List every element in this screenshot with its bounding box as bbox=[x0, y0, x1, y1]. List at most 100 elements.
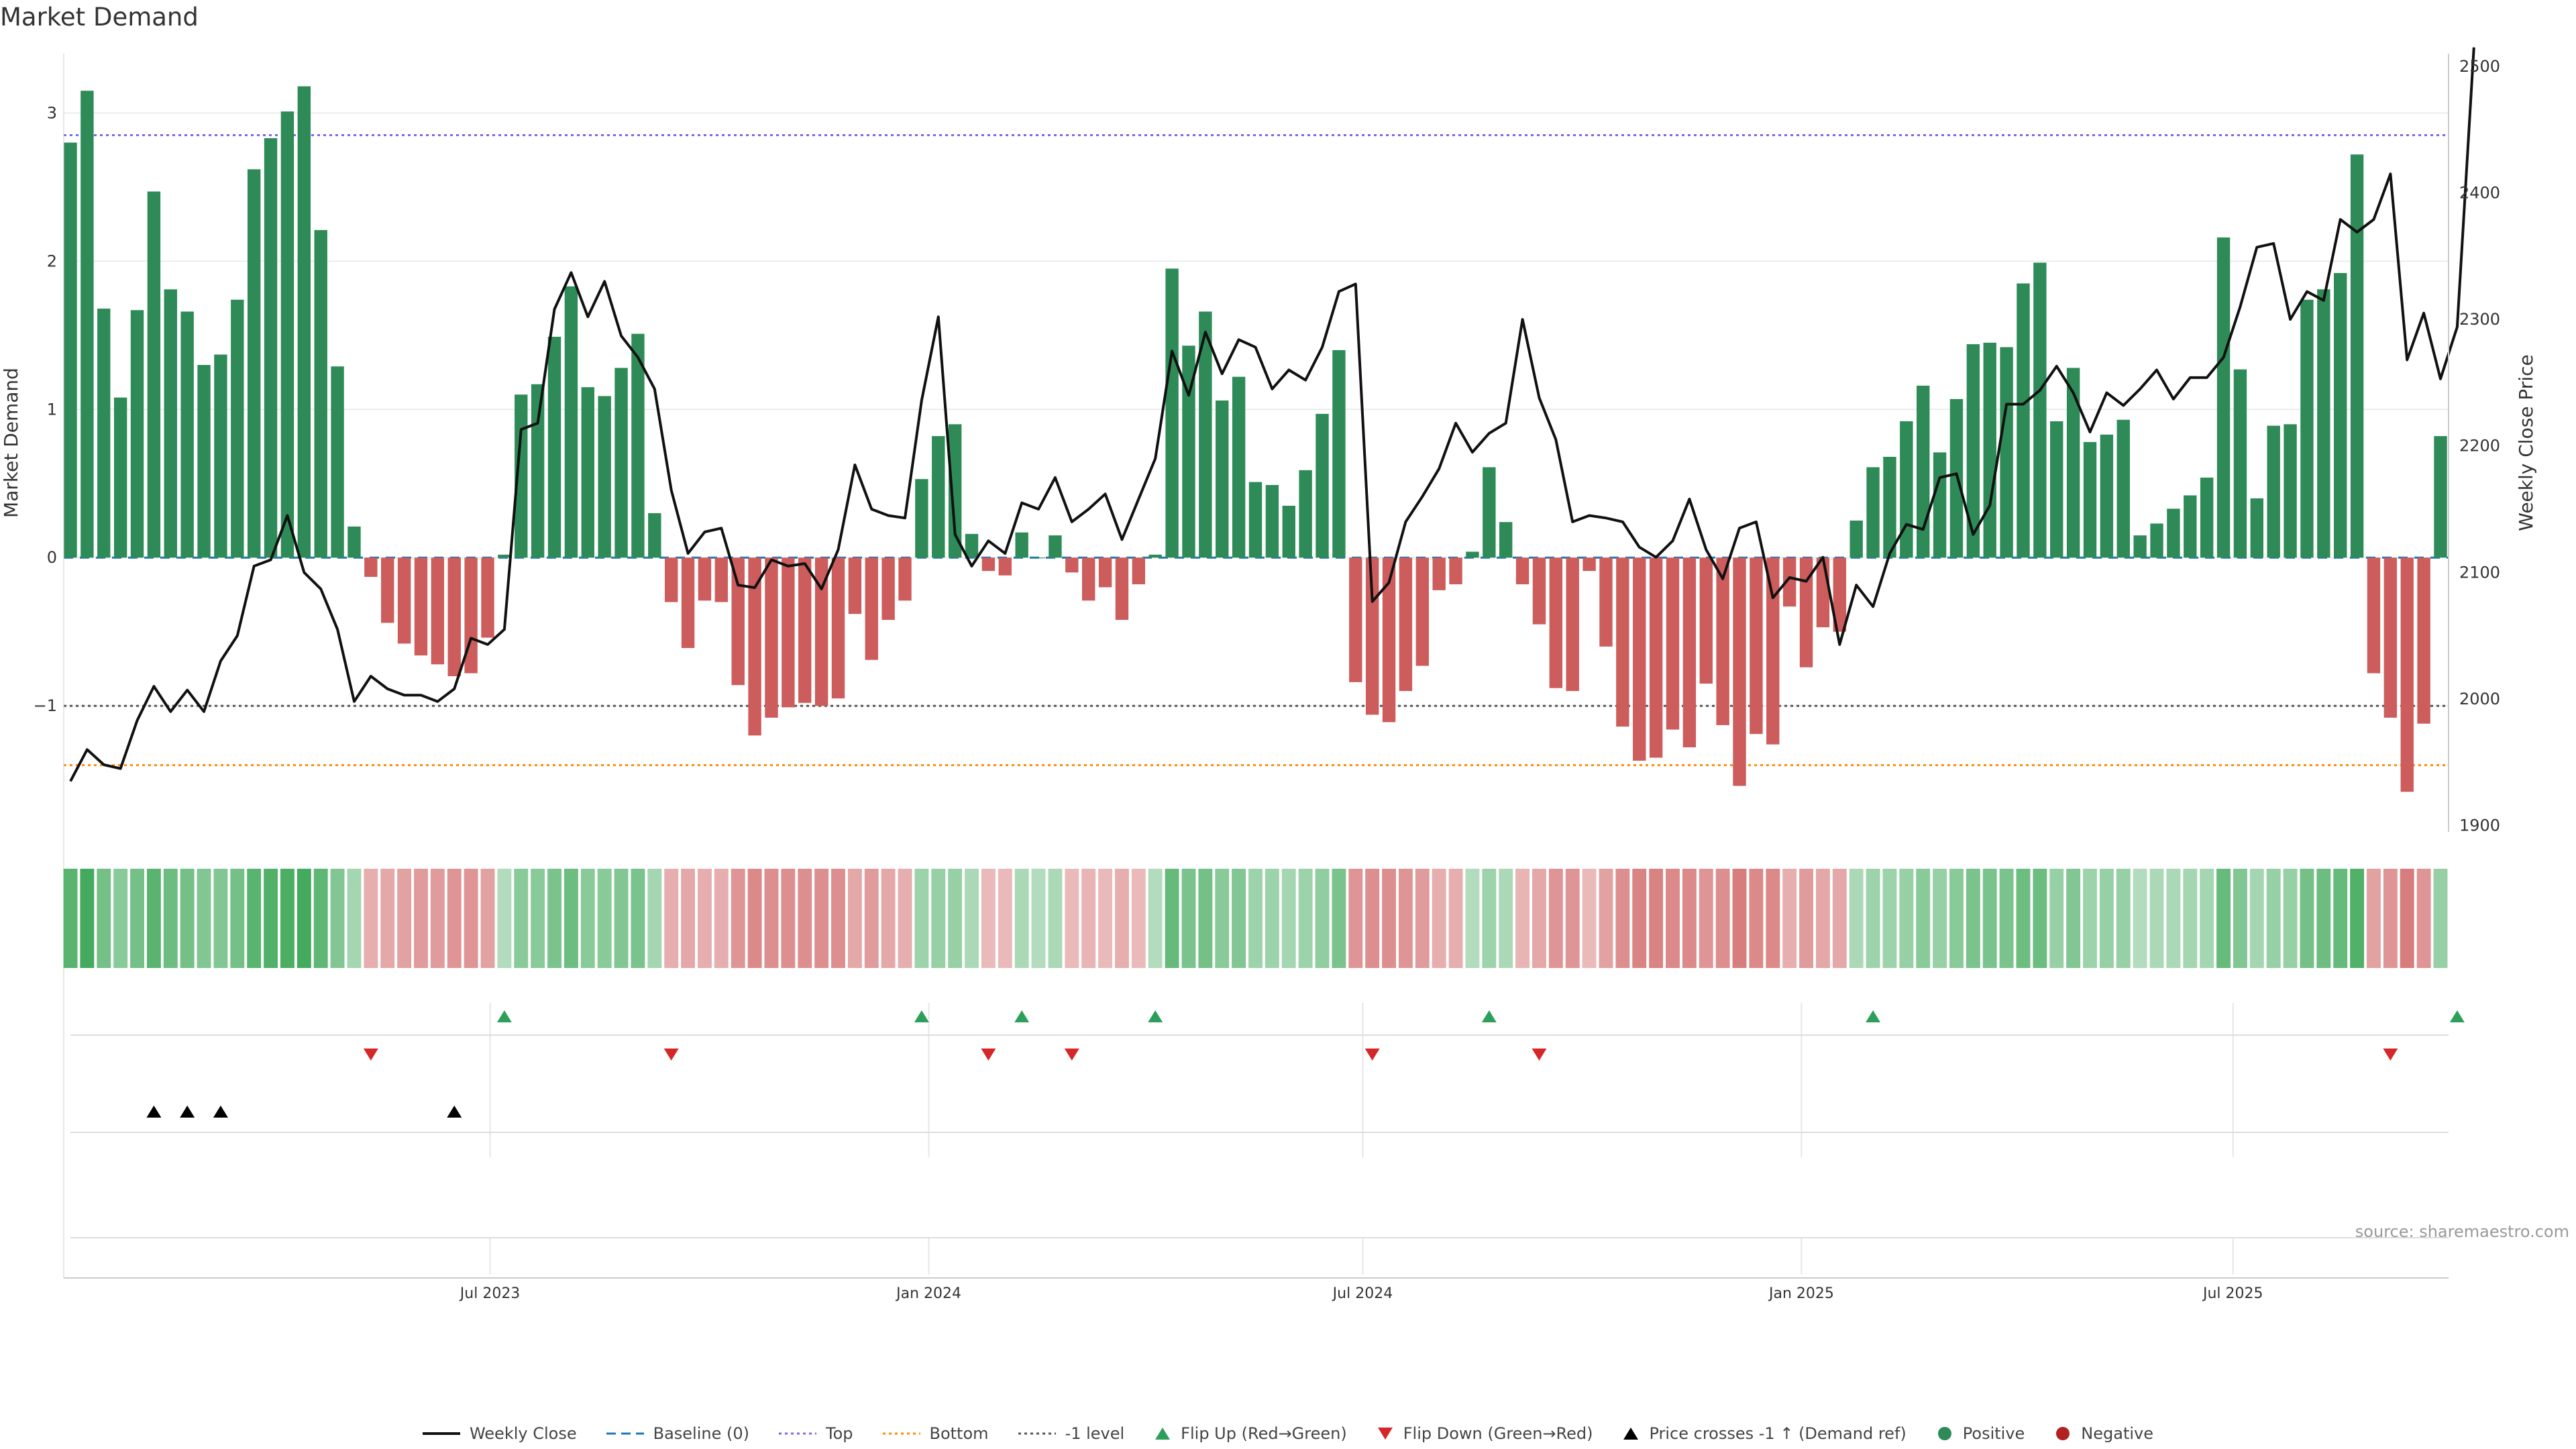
demand-bar bbox=[1966, 344, 1980, 558]
strength-cell bbox=[1649, 869, 1664, 968]
strength-cell bbox=[2350, 869, 2365, 968]
strength-cell bbox=[1248, 869, 1263, 968]
strength-cell bbox=[430, 869, 445, 968]
strength-cell bbox=[163, 869, 178, 968]
demand-bar bbox=[1549, 557, 1563, 688]
strength-cell bbox=[1582, 869, 1597, 968]
strength-cell bbox=[631, 869, 645, 968]
y2-tick-label: 2400 bbox=[2459, 183, 2500, 202]
legend-swatch bbox=[1377, 1428, 1393, 1440]
legend-swatch bbox=[1155, 1428, 1171, 1440]
demand-bar bbox=[431, 557, 445, 665]
strength-cell bbox=[2233, 869, 2247, 968]
strength-cell bbox=[1382, 869, 1396, 968]
demand-bar bbox=[1699, 557, 1713, 684]
demand-bar bbox=[1382, 557, 1396, 722]
legend-swatch bbox=[606, 1432, 644, 1435]
price-cross-marker bbox=[180, 1106, 195, 1118]
strength-cell bbox=[2133, 869, 2147, 968]
strength-cell bbox=[2433, 869, 2448, 968]
demand-bar bbox=[2167, 508, 2180, 558]
strength-cell bbox=[1866, 869, 1880, 968]
strength-cell bbox=[814, 869, 829, 968]
x-tick-label: Jul 2023 bbox=[459, 1285, 521, 1302]
demand-bar bbox=[498, 554, 511, 558]
strength-cell bbox=[1098, 869, 1113, 968]
strength-cell bbox=[1432, 869, 1446, 968]
demand-bar bbox=[1766, 557, 1780, 745]
demand-bar bbox=[364, 557, 378, 577]
price-cross-marker bbox=[146, 1106, 162, 1118]
x-tick-label: Jan 2025 bbox=[1768, 1285, 1834, 1302]
strength-cell bbox=[1048, 869, 1063, 968]
strength-cell bbox=[2066, 869, 2081, 968]
demand-bar bbox=[1232, 376, 1246, 558]
strength-cell bbox=[864, 869, 879, 968]
strength-cell bbox=[798, 869, 812, 968]
demand-bar bbox=[97, 309, 111, 558]
demand-bar bbox=[965, 533, 979, 558]
flip-up-marker bbox=[1481, 1010, 1497, 1022]
legend-item: Flip Down (Green→Red) bbox=[1377, 1424, 1593, 1443]
y-tick-label: 0 bbox=[47, 548, 57, 567]
price-line-layer bbox=[69, 47, 2475, 782]
strength-cell bbox=[1332, 869, 1346, 968]
demand-bar bbox=[2350, 154, 2364, 558]
strength-cell bbox=[1081, 869, 1096, 968]
demand-bar bbox=[1248, 482, 1263, 558]
demand-bar bbox=[631, 333, 645, 558]
demand-bar bbox=[614, 368, 628, 558]
strength-cell bbox=[1933, 869, 1947, 968]
strength-cell bbox=[197, 869, 211, 968]
demand-bar bbox=[1682, 557, 1697, 748]
demand-bar bbox=[1499, 522, 1513, 558]
demand-bar bbox=[1032, 557, 1045, 559]
strength-cell bbox=[2283, 869, 2298, 968]
demand-bar bbox=[664, 557, 678, 602]
strength-cell bbox=[564, 869, 578, 968]
strength-cell bbox=[247, 869, 262, 968]
flip-down-marker bbox=[663, 1049, 679, 1061]
flip-up-marker bbox=[1866, 1010, 1881, 1022]
strength-cell bbox=[1782, 869, 1797, 968]
legend-label: Flip Up (Red→Green) bbox=[1181, 1424, 1347, 1443]
strength-cell bbox=[1899, 869, 1914, 968]
strength-cell bbox=[2200, 869, 2214, 968]
flip-up-marker bbox=[2449, 1010, 2465, 1022]
demand-bar bbox=[481, 557, 494, 638]
strength-cell bbox=[1615, 869, 1630, 968]
demand-bar bbox=[2000, 347, 2013, 558]
strength-cell bbox=[1666, 869, 1680, 968]
strength-cell bbox=[1499, 869, 1513, 968]
demand-bar bbox=[1049, 535, 1062, 558]
demand-bar bbox=[1866, 467, 1880, 558]
demand-bar bbox=[981, 557, 996, 572]
strength-cell bbox=[2033, 869, 2047, 968]
strength-cell bbox=[547, 869, 561, 968]
strength-cell bbox=[1815, 869, 1830, 968]
demand-bar bbox=[1599, 557, 1613, 647]
strength-cell bbox=[180, 869, 195, 968]
y2-tick-label: 2200 bbox=[2459, 437, 2500, 455]
demand-bar bbox=[2284, 424, 2297, 558]
demand-bar bbox=[1316, 413, 1329, 558]
demand-bar bbox=[1332, 350, 1346, 558]
legend-label: Bottom bbox=[929, 1424, 989, 1443]
demand-bar bbox=[1849, 521, 1863, 558]
demand-bar bbox=[1532, 557, 1546, 625]
demand-bar bbox=[214, 354, 227, 558]
demand-bar bbox=[297, 86, 311, 558]
strength-cell bbox=[2316, 869, 2331, 968]
strength-cell bbox=[914, 869, 929, 968]
legend-swatch bbox=[779, 1432, 816, 1435]
strength-cell bbox=[698, 869, 712, 968]
strength-cell bbox=[1532, 869, 1546, 968]
strength-cell bbox=[831, 869, 845, 968]
strength-cell bbox=[981, 869, 996, 968]
legend-swatch-circle bbox=[2056, 1427, 2070, 1440]
strength-cell bbox=[1882, 869, 1897, 968]
demand-bar bbox=[581, 387, 594, 558]
strength-cell bbox=[497, 869, 512, 968]
strength-cell bbox=[2367, 869, 2381, 968]
demand-bar bbox=[447, 557, 461, 676]
